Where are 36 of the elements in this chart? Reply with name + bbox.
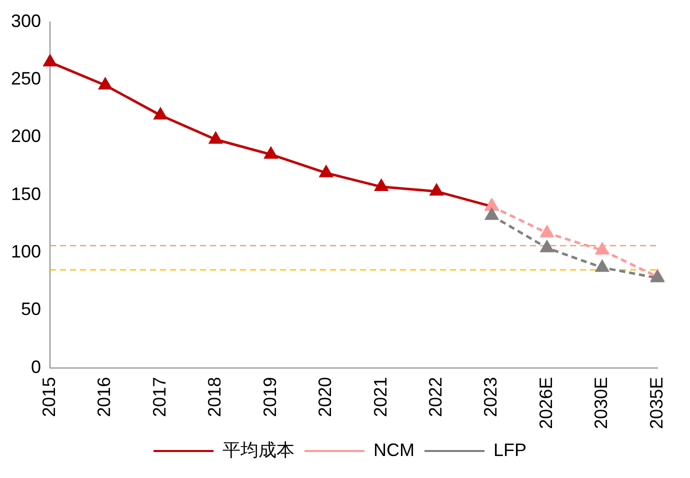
point [44, 54, 56, 66]
point [264, 147, 278, 159]
x-tick-label: 2016 [94, 376, 114, 417]
x-tick-label: 2026E [536, 376, 556, 430]
point [209, 132, 222, 144]
point [374, 180, 388, 192]
point [596, 260, 609, 272]
x-tick-label: 2035E [646, 376, 666, 430]
x-tick-label: 2023 [480, 376, 501, 417]
x-tick-label: 2017 [149, 376, 170, 417]
point [98, 78, 112, 90]
x-tick-label: 2018 [204, 376, 225, 417]
legend-label: LFP [493, 440, 527, 460]
point [596, 243, 609, 255]
legend-label: 平均成本 [222, 440, 294, 460]
point [540, 240, 554, 252]
legend-label: NCM [374, 440, 414, 460]
y-tick-label: 150 [10, 184, 42, 204]
y-tick-label: 50 [21, 299, 42, 320]
x-tick-label: 2015 [39, 376, 59, 417]
x-tick-label: 2020 [315, 376, 336, 417]
x-tick-label: 2022 [426, 376, 446, 417]
y-tick-label: 250 [10, 68, 42, 88]
x-tick-label: 2019 [260, 376, 280, 417]
y-tick-label: 0 [31, 356, 42, 377]
y-tick-label: 200 [10, 126, 42, 146]
point [154, 108, 167, 120]
y-tick-label: 100 [10, 242, 42, 262]
point [320, 166, 333, 178]
x-tick-label: 2030E [591, 376, 612, 430]
point [430, 184, 443, 196]
x-tick-label: 2021 [370, 376, 390, 417]
y-tick-label: 300 [10, 10, 42, 31]
point [540, 226, 554, 238]
point [485, 208, 498, 220]
point [650, 270, 664, 282]
